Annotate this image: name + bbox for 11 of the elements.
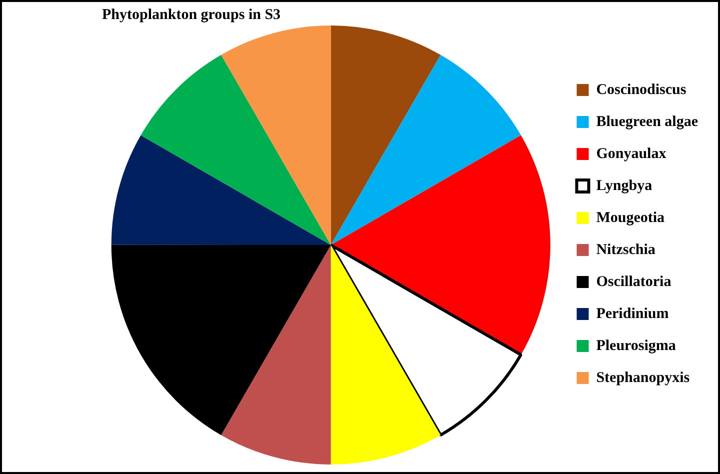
- legend-label: Nitzschia: [596, 242, 656, 258]
- legend-label: Peridinium: [596, 306, 670, 322]
- legend-label: Lyngbya: [596, 178, 653, 194]
- legend-label: Bluegreen algae: [596, 114, 698, 130]
- legend-label: Pleurosigma: [596, 338, 676, 354]
- legend-label: Coscinodiscus: [596, 82, 686, 98]
- chart-title: Phytoplankton groups in S3: [102, 6, 281, 23]
- legend-label: Oscillatoria: [596, 274, 672, 290]
- legend-label: Stephanopyxis: [596, 370, 690, 386]
- legend-label: Gonyaulax: [596, 146, 667, 162]
- legend-label: Mougeotia: [596, 210, 666, 226]
